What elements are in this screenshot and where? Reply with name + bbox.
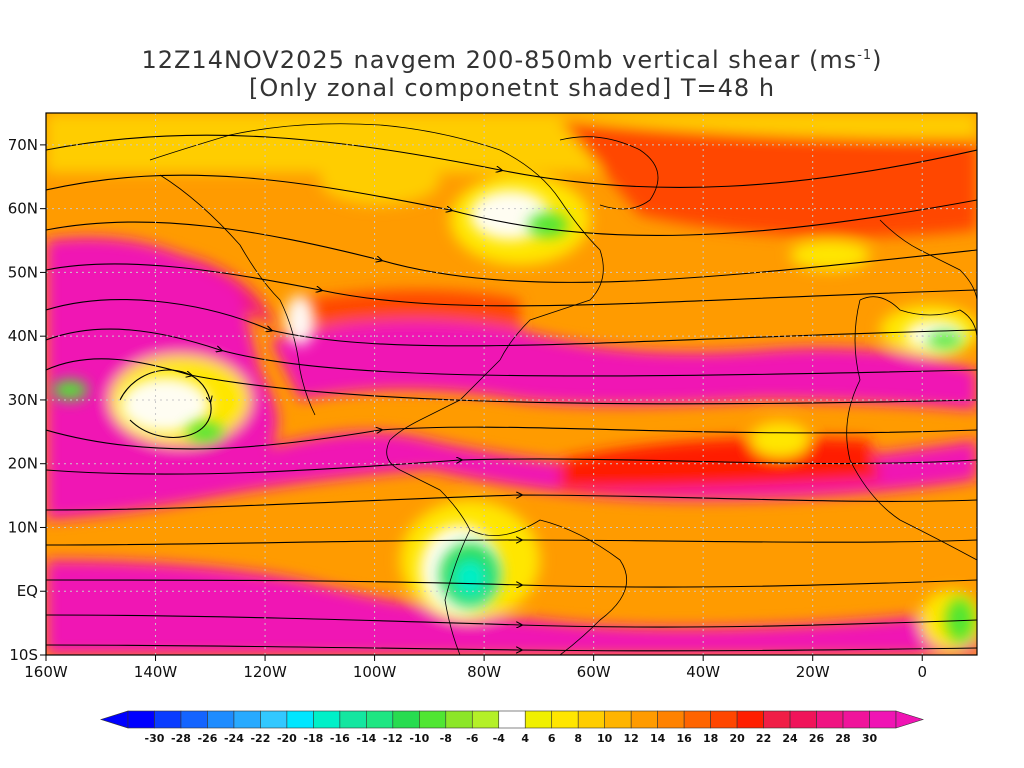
colorbar-swatch (286, 710, 314, 729)
colorbar-swatch (392, 710, 420, 729)
x-tick-label: 140W (134, 663, 178, 681)
x-tick-label: 20W (796, 663, 830, 681)
x-tick-label: 160W (24, 663, 68, 681)
colorbar-swatch (577, 710, 605, 729)
colorbar-swatch (419, 710, 447, 729)
x-tick-label: 40W (686, 663, 720, 681)
colorbar-swatch (471, 710, 500, 729)
y-tick-label: 10S (9, 646, 38, 664)
colorbar-swatch (154, 710, 182, 729)
x-tick-label: 80W (467, 663, 501, 681)
map-frame (45, 112, 978, 656)
colorbar-label: 6 (548, 732, 556, 745)
colorbar-swatch (445, 710, 473, 729)
x-tick-label: 60W (577, 663, 611, 681)
y-tick-label: 40N (8, 327, 38, 345)
colorbar-overflow (895, 710, 924, 729)
colorbar-swatch (180, 710, 208, 729)
chart-title: 12Z14NOV2025 navgem 200-850mb vertical s… (141, 46, 883, 74)
colorbar-swatch (524, 710, 553, 729)
colorbar-label: -6 (466, 732, 479, 745)
y-tick-label: 30N (8, 391, 38, 409)
x-tick-label: 120W (243, 663, 287, 681)
colorbar-swatch (789, 710, 817, 729)
x-tick-label: 100W (353, 663, 397, 681)
colorbar-swatch (683, 710, 711, 729)
colorbar-label: -8 (440, 732, 452, 745)
y-tick-label: 20N (8, 455, 38, 473)
colorbar-label: -16 (330, 732, 350, 745)
colorbar-label: -26 (198, 732, 218, 745)
colorbar-label: -30 (145, 732, 165, 745)
colorbar-label: -4 (493, 732, 506, 745)
colorbar-label: 18 (703, 732, 718, 745)
colorbar-label: -18 (303, 732, 323, 745)
colorbar-swatch (869, 710, 897, 729)
colorbar-swatch (604, 710, 632, 729)
colorbar-label: 4 (521, 732, 529, 745)
y-tick-label: 10N (8, 518, 38, 536)
colorbar-swatch (233, 710, 261, 729)
colorbar-swatch (816, 710, 844, 729)
longitude-ticks: 160W 140W 120W 100W 80W 60W 40W 20W 0 (24, 655, 927, 681)
colorbar-swatch (710, 710, 738, 729)
colorbar-label: 20 (729, 732, 745, 745)
colorbar-label: 16 (676, 732, 692, 745)
streamlines (46, 134, 977, 651)
y-tick-label: 50N (8, 263, 38, 281)
colorbar-swatch (339, 710, 367, 729)
colorbar-swatch (127, 710, 155, 729)
colorbar-swatch (736, 710, 764, 729)
colorbar-swatch (498, 710, 526, 729)
colorbar-label: 14 (650, 732, 666, 745)
lat-lon-grid (46, 113, 977, 655)
colorbar-label: -20 (277, 732, 297, 745)
colorbar-underflow (100, 710, 129, 729)
colorbar: -30 -28 -26 -24 -22 -20 -18 -16 -14 -12 -10 -8 -6 -4 4… (100, 710, 924, 745)
x-tick-label: 0 (917, 663, 927, 681)
colorbar-label: -22 (250, 732, 270, 745)
colorbar-swatch (842, 710, 870, 729)
y-tick-label: EQ (17, 582, 38, 600)
colorbar-label: -24 (224, 732, 244, 745)
colorbar-label: -28 (171, 732, 191, 745)
colorbar-label: 10 (597, 732, 613, 745)
colorbar-swatch (551, 710, 579, 729)
colorbar-swatch (207, 710, 235, 729)
colorbar-label: 12 (624, 732, 639, 745)
colorbar-swatch (260, 710, 288, 729)
colorbar-label: 28 (835, 732, 850, 745)
chart-subtitle: [Only zonal componetnt shaded] T=48 h (248, 74, 776, 102)
colorbar-swatch (313, 710, 341, 729)
colorbar-label: 26 (809, 732, 825, 745)
colorbar-label: 24 (782, 732, 798, 745)
colorbar-label: -12 (383, 732, 403, 745)
colorbar-label: 8 (574, 732, 582, 745)
y-tick-label: 70N (8, 136, 38, 154)
shading-layer (46, 113, 977, 655)
colorbar-swatch (366, 710, 394, 729)
colorbar-label: -10 (409, 732, 429, 745)
colorbar-label: -14 (356, 732, 376, 745)
colorbar-swatch (763, 710, 791, 729)
colorbar-label: 22 (756, 732, 771, 745)
coastlines (149, 123, 977, 655)
colorbar-swatch (657, 710, 685, 729)
colorbar-swatch (630, 710, 658, 729)
latitude-ticks: 70N 60N 50N 40N 30N 20N 10N EQ 10S (8, 136, 46, 664)
y-tick-label: 60N (8, 200, 38, 218)
colorbar-label: 30 (862, 732, 878, 745)
